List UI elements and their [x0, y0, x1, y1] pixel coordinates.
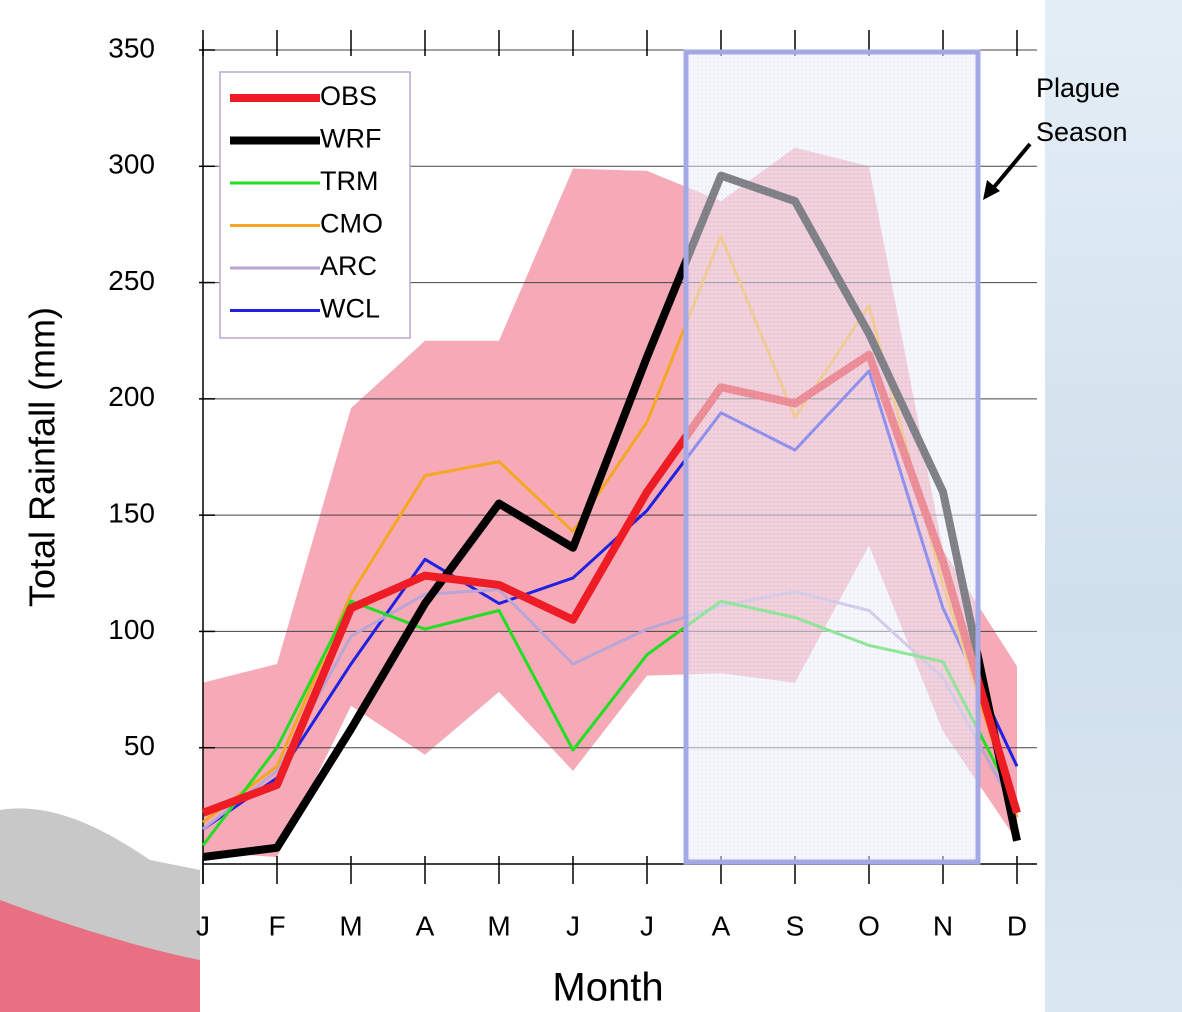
- x-tick-label: A: [712, 910, 731, 941]
- x-tick-label: M: [487, 910, 510, 941]
- x-tick-label: J: [640, 910, 654, 941]
- y-tick-label: 350: [108, 32, 155, 63]
- y-tick-label: 150: [108, 498, 155, 529]
- annotation: Plague: [1036, 73, 1120, 103]
- y-tick-label: 50: [124, 730, 155, 761]
- annotation-arrowhead: [983, 180, 1000, 200]
- y-tick-label: 250: [108, 265, 155, 296]
- legend-label: ARC: [320, 251, 377, 281]
- annotation-arrow: [988, 142, 1032, 194]
- legend-label: WRF: [320, 124, 381, 154]
- y-tick-label: 200: [108, 381, 155, 412]
- legend-label: OBS: [320, 81, 377, 111]
- x-axis-title: Month: [552, 966, 663, 1010]
- x-tick-label: J: [566, 910, 580, 941]
- legend: OBS WRF TRM CMO ARC WCL: [219, 71, 411, 339]
- legend-label: CMO: [320, 209, 383, 239]
- x-tick-label: M: [339, 910, 362, 941]
- x-tick-label: A: [416, 910, 435, 941]
- x-tick-label: D: [1007, 910, 1027, 941]
- legend-box: [219, 71, 411, 339]
- y-tick-label: 300: [108, 149, 155, 180]
- x-tick-label: N: [933, 910, 953, 941]
- x-tick-label: F: [268, 910, 285, 941]
- legend-label: WCL: [320, 294, 380, 324]
- y-tick-label: 100: [108, 614, 155, 645]
- x-tick-label: O: [858, 910, 880, 941]
- y-axis-title: Total Rainfall (mm): [22, 307, 63, 607]
- x-tick-label: S: [786, 910, 805, 941]
- map-decoration: [0, 900, 200, 1012]
- x-tick-label: J: [196, 910, 210, 941]
- highlight-box: [683, 49, 981, 865]
- legend-label: TRM: [320, 166, 378, 196]
- annotation: Season: [1036, 117, 1128, 147]
